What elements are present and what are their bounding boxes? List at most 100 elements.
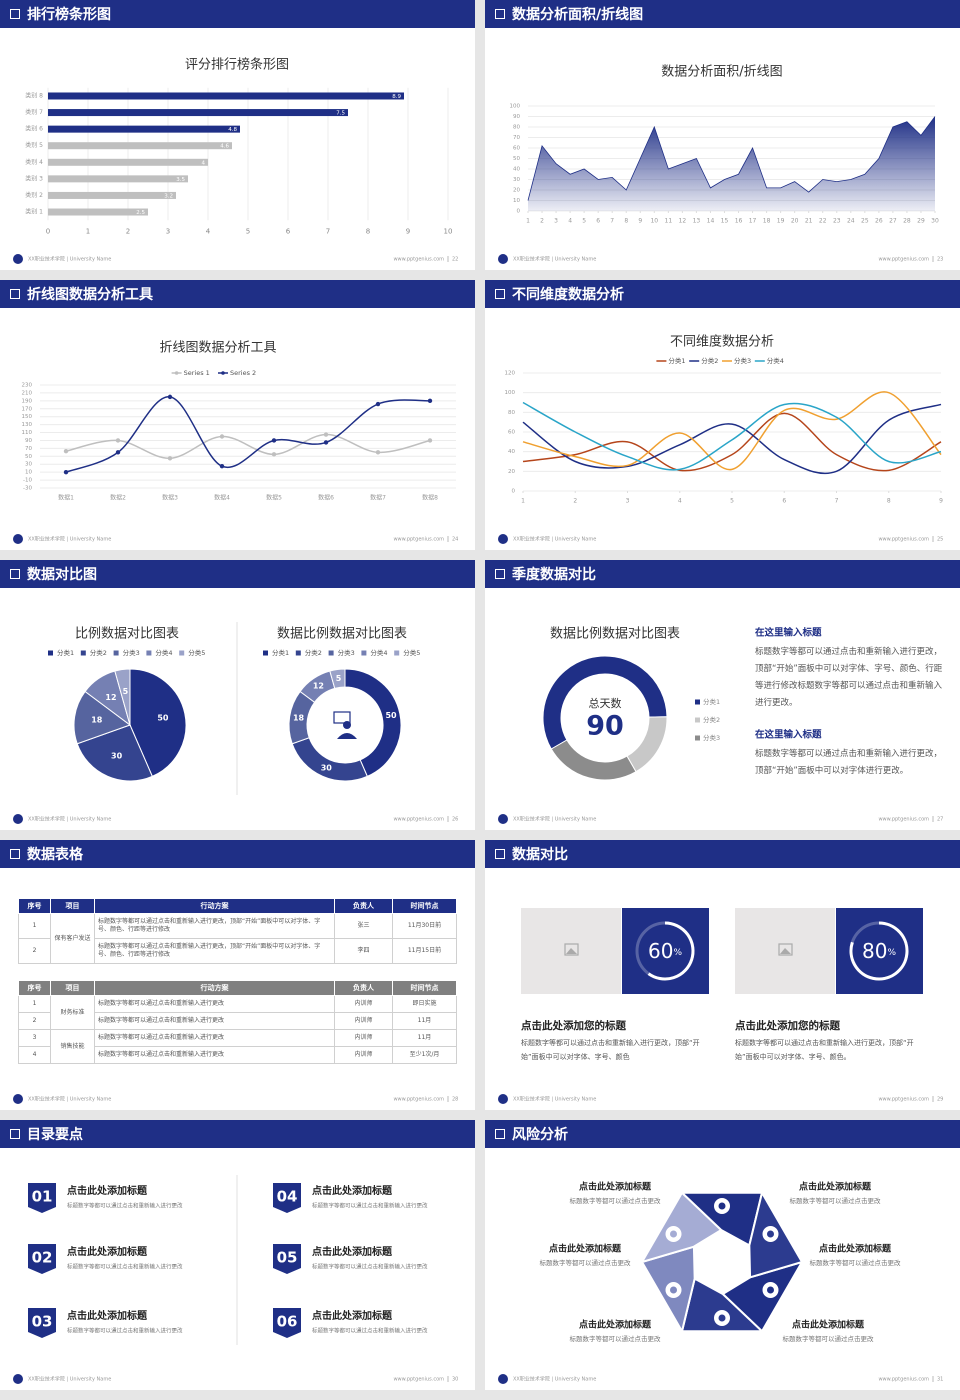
slide-header: 数据分析面积/折线图	[485, 0, 960, 28]
x-tick-label: 12	[679, 218, 687, 225]
point	[115, 438, 121, 443]
legend-label: Series 2	[230, 369, 256, 377]
slide-header: 数据对比	[485, 840, 960, 868]
cell-plan: 标题数字等都可以通过点击和重新输入进行更改	[94, 1012, 335, 1030]
legend-label: 分类2	[703, 715, 720, 724]
legend-label: 分类2	[305, 648, 322, 657]
item-number: 06	[277, 1313, 298, 1331]
slide-title: 季度数据对比	[512, 567, 596, 583]
x-tick-label: 3	[166, 227, 170, 235]
x-tick-label: 数据7	[370, 494, 386, 502]
y-tick-label: 0	[512, 489, 516, 495]
x-tick-label: 6	[596, 218, 600, 225]
x-tick-label: 11	[665, 218, 673, 225]
number-badge	[273, 1183, 301, 1213]
x-tick-label: 16	[735, 218, 743, 225]
slice	[114, 668, 131, 726]
x-tick-label: 22	[819, 218, 827, 225]
item-title: 点击此处添加标题	[67, 1245, 148, 1258]
y-tick-label: 90	[25, 438, 32, 444]
icon-head	[343, 721, 351, 729]
item-title: 点击此处添加标题	[67, 1309, 148, 1322]
data-label: 12	[313, 682, 324, 691]
x-tick-label: 7	[835, 498, 839, 505]
x-tick-label: 10	[444, 227, 453, 235]
bar	[48, 208, 148, 216]
legend-marker	[263, 650, 268, 656]
number-badge	[273, 1308, 301, 1338]
slide-header: 数据对比图	[0, 560, 475, 588]
y-tick-label: 10	[513, 198, 520, 204]
y-tick-label: -10	[23, 478, 32, 484]
series-line	[65, 433, 431, 460]
legend-marker	[695, 699, 700, 705]
x-tick-label: 4	[568, 218, 572, 225]
y-tick-label: 110	[22, 430, 33, 436]
series-line	[65, 396, 431, 473]
header-icon	[495, 9, 505, 19]
item-text: 标题数字等都可以通过点击和重新输入进行更改	[67, 1202, 183, 1210]
slide: XX职业技术学院 | University Name www.pptgenius.…	[485, 840, 960, 1110]
category-label: 类别 6	[25, 125, 43, 133]
footer-site: www.pptgenius.com	[878, 1097, 929, 1103]
value-label: 4.8	[228, 127, 237, 133]
risk-text: 标题数字等都可以通过点击更改	[570, 1334, 662, 1343]
point	[167, 456, 173, 461]
legend-label: 分类4	[155, 648, 172, 657]
area	[528, 116, 935, 211]
x-tick-label: 21	[805, 218, 813, 225]
header-cell: 负责人	[334, 980, 393, 996]
header-cell: 项目	[50, 980, 95, 996]
slide: XX职业技术学院 | University Name www.pptgenius.…	[0, 0, 475, 270]
y-tick-label: 60	[508, 430, 515, 436]
block-heading: 在这里输入标题	[755, 729, 822, 741]
data-label: 30	[111, 751, 123, 760]
y-tick-label: 100	[510, 104, 521, 110]
x-tick-label: 8	[624, 218, 628, 225]
item-number: 05	[277, 1249, 298, 1267]
x-tick-label: 10	[650, 218, 658, 225]
item-number: 02	[32, 1249, 53, 1267]
slide: XX职业技术学院 | University Name www.pptgenius.…	[485, 280, 960, 550]
slice	[344, 668, 402, 778]
category-label: 类别 5	[25, 141, 43, 149]
card-text: 标题数字等都可以通过点击和重新输入进行更改，顶部“开始”面板中可以对字体、字号、…	[735, 1039, 914, 1061]
slide: XX职业技术学院 | University Name www.pptgenius.…	[485, 1120, 960, 1390]
risk-text: 标题数字等都可以通过点击更改	[570, 1196, 662, 1205]
segment-icon-dot	[718, 1202, 726, 1210]
header-icon	[495, 849, 505, 859]
risk-title: 点击此处添加标题	[579, 1319, 652, 1331]
x-tick-label: 7	[610, 218, 614, 225]
slide-header: 折线图数据分析工具	[0, 280, 475, 308]
chart-title: 数据分析面积/折线图	[661, 65, 782, 80]
slide-canvas: XX职业技术学院 | University Name www.pptgenius.…	[13, 1094, 458, 1104]
slide-title: 数据表格	[27, 847, 83, 863]
y-tick-label: 20	[513, 188, 520, 194]
ring-number: 60	[648, 939, 673, 963]
y-tick-label: 150	[22, 414, 33, 420]
slide-canvas: XX职业技术学院 | University Name www.pptgenius.…	[13, 57, 458, 264]
item-text: 标题数字等都可以通过点击和重新输入进行更改	[312, 1202, 428, 1210]
value-label: 7.5	[336, 111, 345, 117]
legend-label: 分类2	[701, 356, 718, 365]
series-line	[522, 403, 942, 475]
data-label: 50	[385, 711, 397, 720]
footer-site: www.pptgenius.com	[878, 1377, 929, 1383]
card-title: 点击此处添加您的标题	[521, 1019, 626, 1032]
legend-marker	[361, 650, 367, 656]
slide-canvas: XX职业技术学院 | University Name www.pptgenius.…	[498, 908, 943, 1104]
header-cell: 序号	[18, 980, 51, 996]
x-tick-label: 数据1	[58, 494, 74, 502]
footer-school: XX职业技术学院 | University Name	[28, 1096, 111, 1103]
slide-canvas: XX职业技术学院 | University Name www.pptgenius.…	[498, 65, 943, 264]
cell-owner: 内训师	[334, 995, 393, 1013]
legend-label: 分类3	[338, 648, 355, 657]
y-tick-label: 130	[22, 422, 33, 428]
data-table: 序号 项目 行动方案 负责人 时间节点 1 保有客户发送 标题数字等都可以通过点击和重新输入进…	[18, 898, 457, 964]
item-number: 01	[32, 1188, 53, 1206]
ring-unit: %	[673, 948, 682, 958]
category-label: 类别 7	[25, 108, 43, 116]
page-number: 22	[452, 257, 458, 263]
x-tick-label: 数据6	[318, 494, 334, 502]
number-badge	[273, 1244, 301, 1274]
